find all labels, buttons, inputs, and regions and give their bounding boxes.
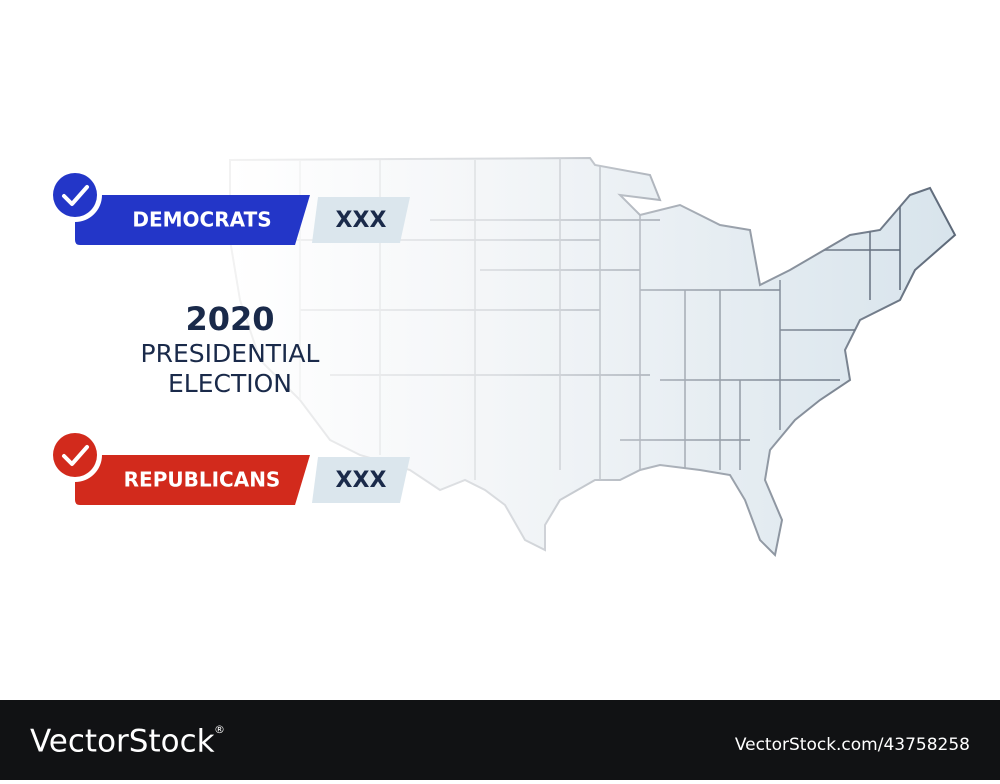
us-map xyxy=(229,157,956,556)
title-line: PRESIDENTIAL xyxy=(141,339,320,368)
brand: VectorStock xyxy=(30,724,215,760)
title-line: ELECTION xyxy=(168,369,292,398)
footer: VectorStock ® VectorStock.com/43758258 xyxy=(0,700,1000,780)
title-block: 2020 PRESIDENTIAL ELECTION xyxy=(141,300,320,398)
republicans-badge: REPUBLICANS XXX xyxy=(48,428,410,505)
brand-mark: ® xyxy=(214,723,225,736)
party-count: XXX xyxy=(336,468,387,493)
party-count: XXX xyxy=(336,208,387,233)
party-name: DEMOCRATS xyxy=(132,208,271,232)
image-id: VectorStock.com/43758258 xyxy=(735,735,970,755)
year: 2020 xyxy=(185,300,274,338)
democrats-badge: DEMOCRATS XXX xyxy=(48,168,410,245)
party-name: REPUBLICANS xyxy=(124,468,281,492)
